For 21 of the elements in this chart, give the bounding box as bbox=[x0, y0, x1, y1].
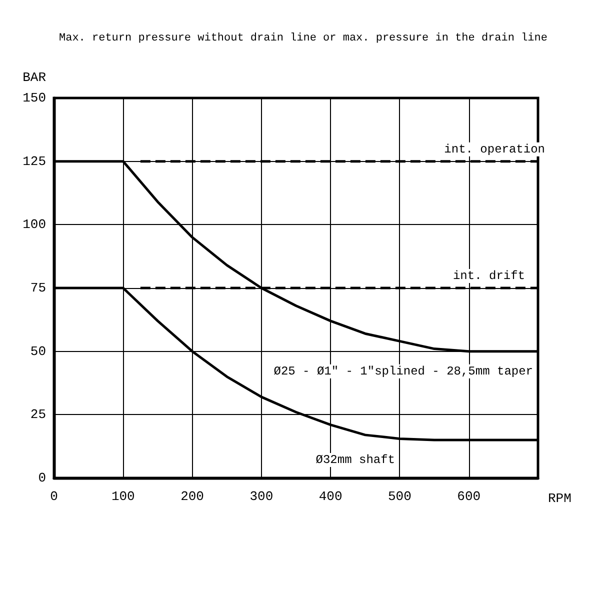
series-label: int. drift bbox=[452, 269, 525, 283]
x-tick-label: 400 bbox=[318, 489, 342, 504]
y-tick-label: 150 bbox=[22, 90, 46, 106]
x-tick-label: 0 bbox=[50, 489, 58, 504]
y-tick-label: 50 bbox=[30, 344, 46, 359]
x-tick-label: 300 bbox=[250, 489, 274, 504]
series-label: int. operation bbox=[444, 142, 545, 156]
chart-title: Max. return pressure without drain line or max. pressure in the drain line bbox=[59, 32, 548, 44]
x-tick-label: 500 bbox=[388, 489, 412, 504]
x-tick-label: 200 bbox=[180, 489, 204, 504]
series-label: Ø25 - Ø1" - 1"splined - 28,5mm taper bbox=[274, 364, 533, 378]
y-tick-label: 100 bbox=[22, 217, 46, 232]
y-tick-label: 75 bbox=[30, 280, 46, 296]
x-tick-label: 600 bbox=[457, 489, 481, 504]
y-axis-title: BAR bbox=[22, 70, 46, 85]
y-tick-label: 0 bbox=[38, 470, 46, 486]
x-tick-label: 100 bbox=[111, 489, 135, 504]
y-tick-label: 125 bbox=[22, 154, 46, 169]
y-tick-label: 25 bbox=[30, 407, 46, 422]
series-label: Ø32mm shaft bbox=[316, 453, 395, 467]
x-axis-title: RPM bbox=[548, 491, 572, 506]
